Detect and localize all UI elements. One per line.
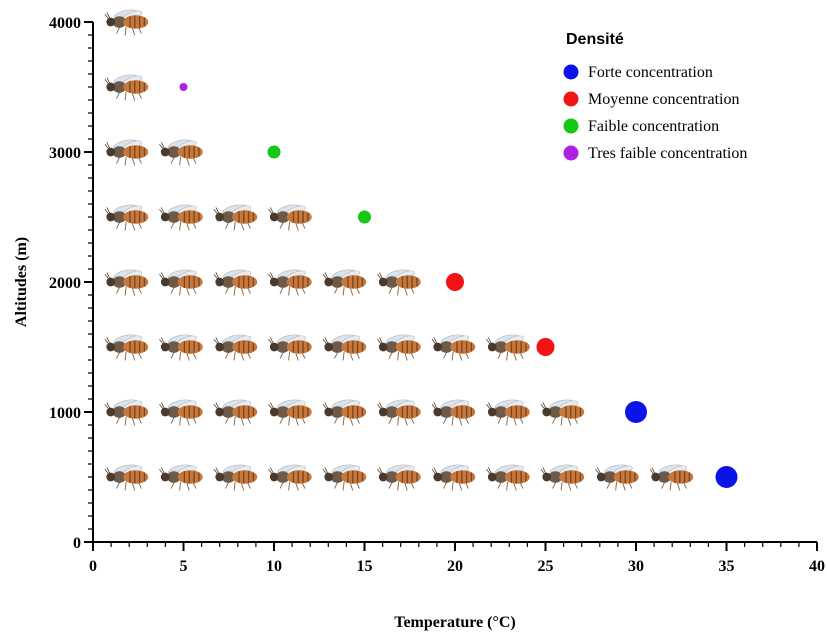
data-point xyxy=(267,145,281,159)
data-point xyxy=(446,273,464,291)
bee-icon xyxy=(104,7,149,37)
x-tick-label: 5 xyxy=(180,558,188,575)
x-tick-label: 15 xyxy=(357,558,373,575)
y-tick-label: 2000 xyxy=(49,275,81,292)
bee-icon xyxy=(485,332,531,362)
bee-icon xyxy=(540,397,585,427)
data-points xyxy=(179,83,738,488)
bee-icon xyxy=(267,202,313,232)
bee-icon xyxy=(213,462,258,492)
legend-label: Forte concentration xyxy=(588,64,713,81)
legend-label: Tres faible concentration xyxy=(588,145,747,162)
data-point xyxy=(536,338,555,356)
bee-icon xyxy=(267,397,313,427)
bee-icon xyxy=(158,332,204,362)
legend-marker xyxy=(563,64,579,80)
x-tick-label: 40 xyxy=(809,558,825,575)
y-axis-title: Altitudes (m) xyxy=(13,237,30,327)
legend-marker xyxy=(563,145,579,161)
x-tick-label: 25 xyxy=(538,558,554,575)
data-point xyxy=(358,210,371,224)
bee-icon xyxy=(267,267,313,297)
bee-icon xyxy=(104,462,149,492)
bee-icon xyxy=(267,462,313,492)
x-tick-label: 30 xyxy=(628,558,644,575)
y-tick-label: 0 xyxy=(73,535,81,552)
bee-icon xyxy=(213,397,258,427)
x-axis-title: Temperature (°C) xyxy=(394,614,515,631)
bee-icon xyxy=(267,332,313,362)
bee-icon xyxy=(322,332,367,362)
axes: 0 1000 2000 3000 4000 0 5 10 15 20 25 30 35 40 xyxy=(49,15,825,575)
legend-marker xyxy=(563,91,579,107)
bee-icon xyxy=(376,332,422,362)
legend-label: Moyenne concentration xyxy=(588,91,740,108)
y-tick-label: 1000 xyxy=(49,405,81,422)
data-point xyxy=(625,401,647,423)
bee-icon xyxy=(540,462,585,492)
bee-icon xyxy=(376,267,422,297)
data-point xyxy=(715,466,738,488)
bee-icon xyxy=(322,462,367,492)
bee-icon xyxy=(485,462,531,492)
x-tick-label: 10 xyxy=(266,558,282,575)
legend-marker xyxy=(563,118,579,134)
bee-icon xyxy=(158,202,204,232)
legend-title: Densité xyxy=(566,31,624,48)
bee-icon xyxy=(431,332,476,362)
bee-icon xyxy=(485,397,531,427)
bee-icon xyxy=(322,397,367,427)
bee-icon xyxy=(158,397,204,427)
x-tick-label: 0 xyxy=(89,558,97,575)
bee-icon xyxy=(158,267,204,297)
bee-icon xyxy=(376,397,422,427)
y-tick-label: 4000 xyxy=(49,15,81,32)
legend: Densité Forte concentration Moyenne conce… xyxy=(563,31,747,162)
bee-icon xyxy=(431,397,476,427)
bee-icon xyxy=(104,202,149,232)
bee-icon xyxy=(104,397,149,427)
bee-icon xyxy=(104,332,149,362)
x-tick-label: 20 xyxy=(447,558,463,575)
x-tick-label: 35 xyxy=(719,558,735,575)
bee-icon xyxy=(594,462,640,492)
bee-icon xyxy=(213,202,258,232)
bee-icon xyxy=(213,332,258,362)
bee-icon xyxy=(158,462,204,492)
bee-icon xyxy=(376,462,422,492)
bee-icon xyxy=(104,267,149,297)
bee-icon xyxy=(431,462,476,492)
bee-icon xyxy=(104,137,149,167)
y-tick-label: 3000 xyxy=(49,145,81,162)
bee-icon xyxy=(104,72,149,102)
bee-icon xyxy=(158,137,204,167)
bee-icon xyxy=(213,267,258,297)
legend-label: Faible concentration xyxy=(588,118,719,135)
data-point xyxy=(179,83,188,91)
bee-icon xyxy=(322,267,367,297)
bee-icon xyxy=(649,462,694,492)
